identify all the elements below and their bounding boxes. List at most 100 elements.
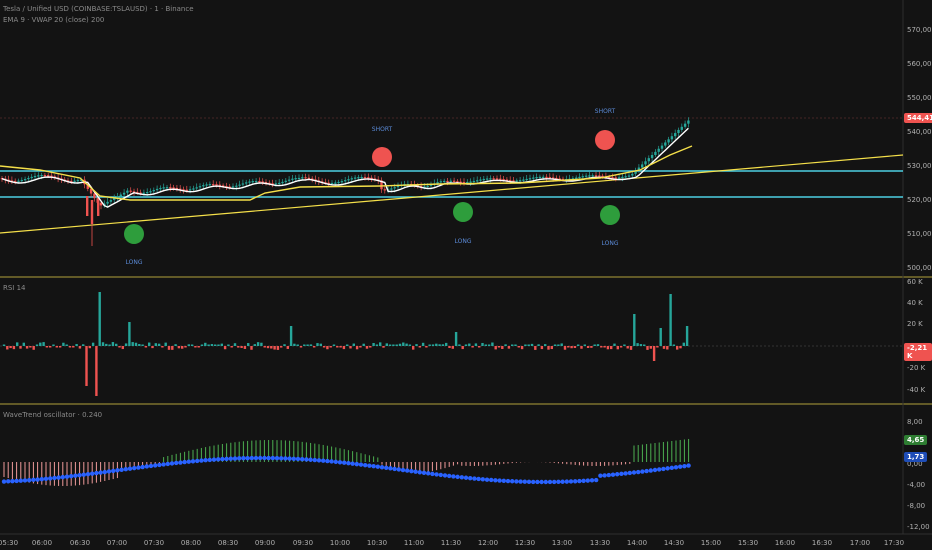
oscillator-dot: [170, 461, 174, 465]
candle-body: [526, 179, 528, 180]
candle-body: [539, 177, 541, 178]
volume-bar: [646, 346, 648, 350]
volume-bar: [13, 346, 15, 349]
volume-bar: [297, 345, 299, 347]
candle-body: [677, 130, 679, 133]
candle-body: [585, 176, 587, 177]
oscillator-dot: [657, 467, 661, 471]
volume-histogram: [3, 292, 689, 396]
trend-line[interactable]: [0, 155, 903, 233]
candle-body: [252, 181, 254, 182]
candle-body: [542, 177, 544, 178]
volume-bar: [465, 344, 467, 346]
oscillator-dot: [611, 472, 615, 476]
candle-body: [341, 181, 343, 182]
volume-bar: [198, 346, 200, 348]
candle-body: [202, 185, 204, 186]
oscillator-dot: [56, 475, 60, 479]
volume-bar: [547, 346, 549, 350]
oscillator-dot: [632, 470, 636, 474]
time-axis-label: 12:00: [478, 539, 498, 547]
volume-axis-label: -20 K: [907, 364, 925, 372]
oscillator-dot: [586, 478, 590, 482]
oscillator-dot: [245, 456, 249, 460]
oscillator-dot: [174, 461, 178, 465]
volume-bar: [108, 345, 110, 347]
oscillator-dot: [86, 472, 90, 476]
volume-bar: [359, 346, 361, 348]
volume-bar: [683, 343, 685, 346]
long-signal-marker[interactable]: [453, 202, 473, 222]
short-signal-marker[interactable]: [372, 147, 392, 167]
volume-bar: [580, 346, 582, 349]
candle-body: [298, 178, 300, 179]
candle-body: [443, 181, 445, 182]
volume-bar: [92, 343, 94, 346]
oscillator-dot: [413, 470, 417, 474]
candle-body: [91, 200, 93, 224]
time-axis-label: 17:30: [884, 539, 904, 547]
volume-bar: [6, 346, 8, 349]
time-axis-label: 11:30: [441, 539, 461, 547]
volume-bar: [419, 346, 421, 348]
oscillator-dot: [355, 462, 359, 466]
volume-bar: [386, 343, 388, 346]
volume-bar: [603, 346, 605, 348]
oscillator-dot: [128, 466, 132, 470]
volume-bar: [181, 346, 183, 349]
oscillator-dot: [346, 461, 350, 465]
symbol-info[interactable]: Tesla / Unified USD (COINBASE:TSLAUSD) ·…: [3, 5, 194, 13]
oscillator-dot: [157, 463, 161, 467]
candle-body: [44, 175, 46, 176]
volume-bar: [448, 346, 450, 348]
osc-axis-label: 8,00: [907, 418, 923, 426]
volume-bar: [240, 346, 242, 348]
candle-body: [479, 180, 481, 181]
long-signal-marker[interactable]: [600, 205, 620, 225]
oscillator-dot: [502, 479, 506, 483]
candle-body: [47, 175, 49, 176]
candle-body: [166, 187, 168, 188]
oscillator-dot: [14, 479, 18, 483]
oscillator-pane-title[interactable]: WaveTrend oscillator · 0.240: [3, 411, 102, 419]
long-signal-marker[interactable]: [124, 224, 144, 244]
candle-body: [486, 178, 488, 179]
volume-bar: [254, 344, 256, 346]
oscillator-dot: [2, 479, 6, 483]
candle-body: [86, 196, 88, 216]
candle-body: [149, 191, 151, 192]
volume-bar: [679, 346, 681, 348]
candle-body: [595, 175, 597, 176]
osc-axis-label: -12,00: [907, 523, 930, 531]
indicator-legend[interactable]: EMA 9 · VWAP 20 (close) 200: [3, 16, 104, 24]
volume-bar: [409, 345, 411, 347]
oscillator-dot: [69, 474, 73, 478]
short-signal-marker[interactable]: [595, 130, 615, 150]
volume-bar: [415, 344, 417, 346]
volume-bar: [267, 346, 269, 348]
oscillator-dot: [560, 480, 564, 484]
candle-body: [681, 127, 683, 130]
candle-body: [275, 183, 277, 184]
volume-bar: [676, 346, 678, 350]
oscillator-dot: [254, 456, 258, 460]
volume-pane-title[interactable]: RSI 14: [3, 284, 26, 292]
volume-bar: [188, 344, 190, 346]
price-axis-label: 530,00: [907, 162, 932, 170]
oscillator-dot: [304, 457, 308, 461]
time-axis-label: 10:00: [330, 539, 350, 547]
oscillator-dot: [363, 463, 367, 467]
volume-bar: [650, 346, 652, 349]
oscillator-dot: [535, 480, 539, 484]
oscillator-dot: [489, 478, 493, 482]
oscillator-dot: [678, 465, 682, 469]
candle-body: [549, 177, 551, 178]
volume-bar: [59, 346, 61, 348]
oscillator-dot: [552, 480, 556, 484]
candle-body: [427, 186, 429, 187]
candle-body: [522, 180, 524, 181]
candle-body: [77, 180, 79, 181]
volume-bar: [528, 345, 530, 347]
